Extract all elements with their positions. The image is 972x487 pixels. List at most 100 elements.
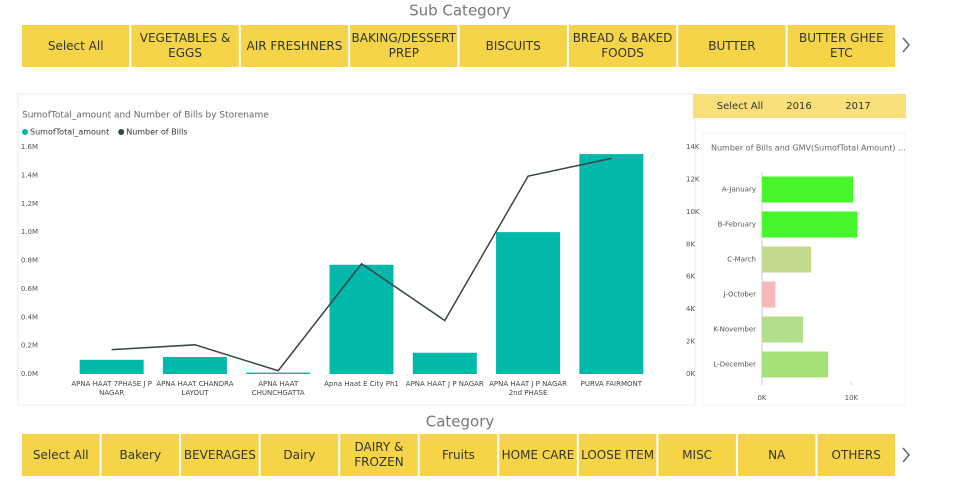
x-tick-label: 10K xyxy=(845,394,859,402)
slicer-item[interactable]: BEVERAGES xyxy=(183,447,256,462)
label-box: DAIRY & FROZEN xyxy=(354,440,404,469)
y-tick-label: 1.4M xyxy=(21,171,38,179)
label-box: AIR FRESHNERS xyxy=(246,38,343,53)
bar xyxy=(329,264,394,374)
year-slicer-bg xyxy=(693,94,906,118)
slicer-tile[interactable] xyxy=(658,434,736,476)
y2-tick-label: 2K xyxy=(686,338,695,346)
label-box: BISCUITS xyxy=(485,38,541,53)
slicer-item[interactable]: DAIRY & FROZEN xyxy=(354,440,404,469)
y2-tick-label: 14K xyxy=(686,143,700,151)
slicer-tile[interactable] xyxy=(22,25,130,67)
label-box: BREAD & BAKED FOODS xyxy=(572,31,673,60)
slicer-tile[interactable] xyxy=(240,25,349,67)
slicer-item[interactable]: BUTTER GHEE ETC xyxy=(798,31,884,60)
y-tick-label: 1.0M xyxy=(21,228,38,236)
bar xyxy=(762,246,812,273)
bar xyxy=(762,281,776,308)
slicer-title: Sub Category xyxy=(409,2,511,20)
year-item[interactable]: Select All xyxy=(717,101,763,112)
x-tick-label: APNA HAAT 7PHASE J P NAGAR xyxy=(71,380,152,397)
y-tick-label: 1.6M xyxy=(21,143,38,151)
label-box: BAKING/DESSERT PREP xyxy=(351,31,457,60)
y-tick-label: 0.6M xyxy=(21,285,38,293)
x-tick-label: 0K xyxy=(757,394,766,402)
label-box: PURVA FAIRMONT xyxy=(581,380,642,388)
slicer-item[interactable]: HOME CARE xyxy=(501,447,575,462)
bar xyxy=(579,154,644,374)
slicer-tile[interactable] xyxy=(817,434,895,476)
slicer-tile[interactable] xyxy=(578,434,657,476)
slicer-tile[interactable] xyxy=(419,434,498,476)
slicer-tile[interactable] xyxy=(181,434,259,476)
y-tick-label: 0.4M xyxy=(21,313,38,321)
slicer-item[interactable]: Bakery xyxy=(119,447,162,462)
slicer-tile[interactable] xyxy=(350,25,458,67)
slicer-item[interactable]: BISCUITS xyxy=(485,38,541,53)
label-box: Apna Haat E City Ph1 xyxy=(324,380,399,388)
slicer-item[interactable]: BUTTER xyxy=(708,38,756,53)
y-tick-label: K-November xyxy=(713,326,756,334)
label-box: BUTTER GHEE ETC xyxy=(798,31,884,60)
y2-tick-label: 4K xyxy=(686,305,695,313)
bar xyxy=(162,356,227,374)
slicer-tile[interactable] xyxy=(787,25,895,67)
slicer-tile[interactable] xyxy=(499,434,577,476)
scroll-arrow[interactable] xyxy=(902,447,910,463)
label-box: Dairy xyxy=(283,447,316,462)
slicer-tile[interactable] xyxy=(260,434,339,476)
slicer-tile[interactable] xyxy=(340,434,418,476)
x-tick-label: APNA HAAT CHANDRA LAYOUT xyxy=(156,380,234,397)
slicer-item[interactable]: Select All xyxy=(32,447,89,462)
slicer-tile[interactable] xyxy=(101,434,180,476)
label-box: BEVERAGES xyxy=(183,447,256,462)
label-box: NA xyxy=(768,447,786,462)
slicer-item[interactable]: BAKING/DESSERT PREP xyxy=(351,31,457,60)
label-box: APNA HAAT J P NAGAR xyxy=(406,380,484,388)
y-tick-label: C-March xyxy=(727,256,756,264)
slicer-item[interactable]: VEGETABLES & EGGS xyxy=(139,31,231,60)
label-box: APNA HAAT CHUNCHGATTA xyxy=(251,380,305,397)
slicer-item[interactable]: AIR FRESHNERS xyxy=(246,38,343,53)
chart-title: Number of Bills and GMV(SumofTotal Amoun… xyxy=(711,144,906,153)
y2-tick-label: 8K xyxy=(686,240,695,248)
slicer-item[interactable]: MISC xyxy=(682,447,713,462)
slicer-tile[interactable] xyxy=(131,25,239,67)
slicer-tile[interactable] xyxy=(678,25,786,67)
x-tick-label: APNA HAAT CHUNCHGATTA xyxy=(251,380,305,397)
y-tick-label: 0.0M xyxy=(21,370,38,378)
label-box: Select All xyxy=(32,447,89,462)
scroll-arrow[interactable] xyxy=(902,37,910,53)
slicer-tile[interactable] xyxy=(459,25,567,67)
bar xyxy=(246,372,311,374)
label-box: OTHERS xyxy=(831,447,881,462)
slicer-item[interactable]: Select All xyxy=(47,38,104,53)
slicer-tile[interactable] xyxy=(737,434,816,476)
slicer-item[interactable]: LOOSE ITEM xyxy=(581,447,655,462)
y-tick-label: 0.8M xyxy=(21,257,38,265)
label-box: HOME CARE xyxy=(501,447,575,462)
slicer-item[interactable]: BREAD & BAKED FOODS xyxy=(572,31,673,60)
label-box: Fruits xyxy=(442,447,475,462)
label-box: Select All xyxy=(47,38,104,53)
label-box: VEGETABLES & EGGS xyxy=(139,31,231,60)
slicer-item[interactable]: Fruits xyxy=(442,447,475,462)
bar xyxy=(412,352,477,374)
slicer-item[interactable]: OTHERS xyxy=(831,447,881,462)
bar xyxy=(762,316,804,343)
year-item[interactable]: 2016 xyxy=(786,101,811,112)
slicer-tile[interactable] xyxy=(568,25,677,67)
y2-tick-label: 6K xyxy=(686,273,695,281)
line xyxy=(111,157,612,372)
year-item[interactable]: 2017 xyxy=(845,101,870,112)
slicer-tile[interactable] xyxy=(22,434,100,476)
y-tick-label: J-October xyxy=(722,291,756,299)
slicer-item[interactable]: Dairy xyxy=(283,447,316,462)
label-box: LOOSE ITEM xyxy=(581,447,655,462)
y2-tick-label: 10K xyxy=(686,208,700,216)
label-box: APNA HAAT CHANDRA LAYOUT xyxy=(156,380,234,397)
y-tick-label: L-December xyxy=(713,361,756,369)
slicer-item[interactable]: NA xyxy=(768,447,786,462)
label-box: APNA HAAT J P NAGAR 2nd PHASE xyxy=(489,380,567,397)
